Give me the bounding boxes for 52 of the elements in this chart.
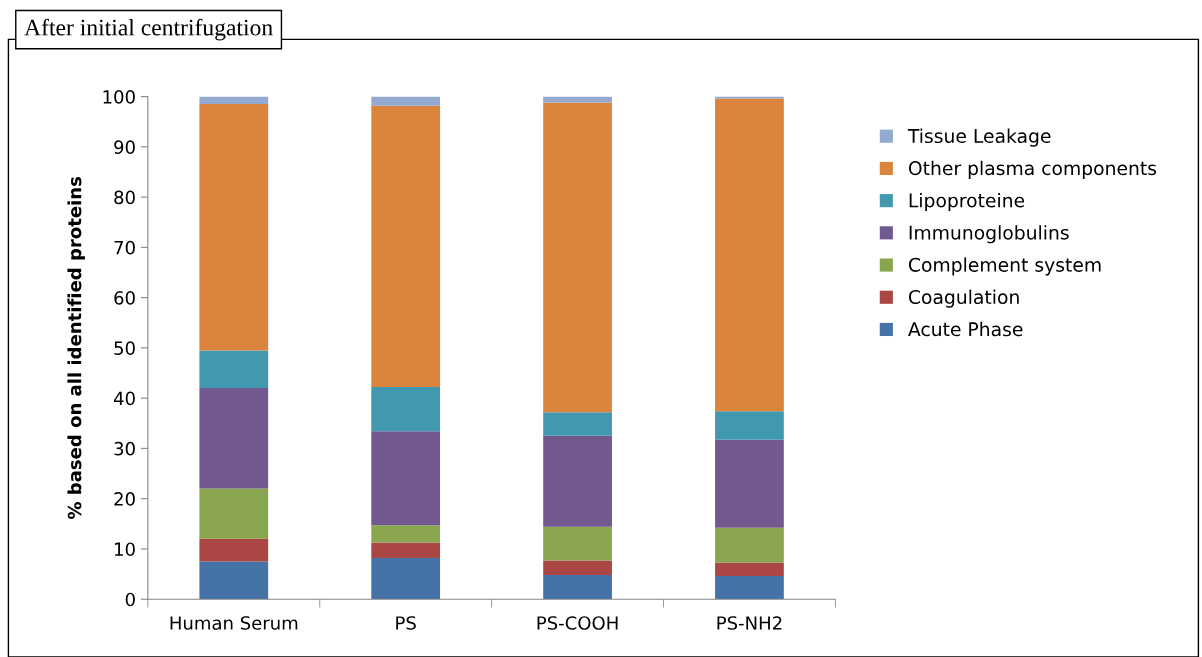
- y-tick-label: 100: [103, 90, 135, 104]
- bar: [715, 527, 784, 563]
- chart-title: After initial centrifugation: [24, 18, 273, 41]
- legend-label: Complement system: [908, 257, 1101, 276]
- bar: [371, 557, 441, 600]
- bar: [715, 98, 784, 412]
- legend-label: Coagulation: [908, 289, 1019, 308]
- bar: [715, 96, 784, 99]
- bar: [715, 576, 784, 600]
- legend-label: Lipoproteine: [909, 192, 1025, 212]
- bar: [199, 350, 269, 389]
- bar: [543, 526, 612, 561]
- bar: [371, 542, 441, 558]
- x-tick-label: PS-COOH: [537, 616, 618, 630]
- bar: [371, 387, 441, 432]
- y-tick-label: 0: [125, 592, 135, 607]
- y-tick-label: 60: [114, 291, 135, 305]
- bar: [199, 538, 269, 562]
- x-tick-label: Human Serum: [170, 616, 298, 630]
- bar: [199, 561, 269, 600]
- bar: [543, 560, 612, 576]
- legend-label: Other plasma components: [908, 160, 1157, 179]
- bar: [199, 488, 269, 539]
- bar: [371, 431, 441, 526]
- y-tick-label: 50: [114, 341, 135, 355]
- bar: [543, 435, 612, 527]
- bar: [543, 412, 612, 436]
- bar: [199, 388, 269, 489]
- bar: [543, 575, 612, 600]
- bar: [371, 525, 441, 543]
- y-tick-label: 40: [113, 391, 135, 406]
- legend-label: Acute Phase: [908, 321, 1023, 337]
- bar: [715, 562, 784, 577]
- y-tick-label: 20: [114, 492, 135, 506]
- y-tick-label: 70: [114, 240, 135, 255]
- y-tick-label: 10: [115, 542, 135, 557]
- x-tick-label: PS: [396, 616, 416, 630]
- bar: [543, 96, 612, 103]
- bar: [715, 411, 784, 440]
- bar: [199, 104, 269, 351]
- bar: [199, 96, 269, 105]
- bar: [371, 96, 441, 106]
- legend-label: Tissue Leakage: [907, 128, 1051, 147]
- y-tick-label: 30: [114, 441, 135, 456]
- legend-label: Immunoglobulins: [909, 225, 1069, 244]
- y-axis-title: % based on all identified proteins: [67, 176, 85, 520]
- bar: [715, 439, 784, 528]
- x-tick-label: PS-NH2: [717, 616, 782, 630]
- y-tick-label: 90: [114, 140, 135, 154]
- y-tick-label: 80: [114, 190, 135, 205]
- bar: [543, 102, 612, 413]
- bar: [371, 105, 441, 388]
